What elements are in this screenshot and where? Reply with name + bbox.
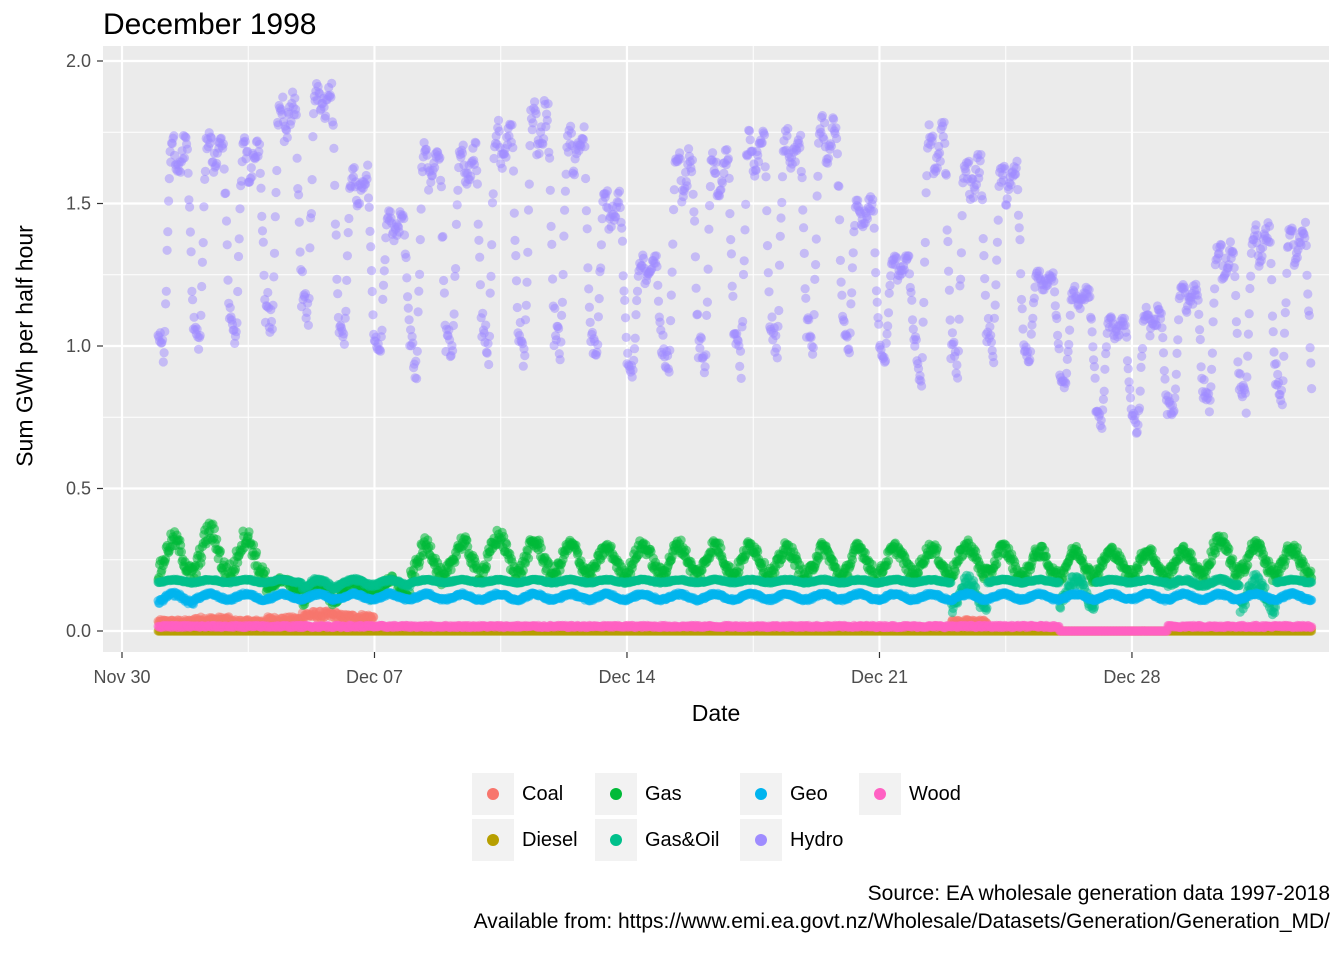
point-gas [426, 541, 436, 551]
point-gas [244, 527, 254, 537]
point-gas [463, 542, 473, 552]
point-gas [446, 565, 456, 575]
point-gas [176, 547, 186, 557]
point-gas [573, 548, 583, 558]
point-gas [1243, 560, 1253, 570]
point-gas [932, 543, 942, 553]
point-gas [536, 543, 546, 553]
point-gas [867, 559, 877, 569]
point-gas [523, 553, 534, 563]
point-gas [1224, 544, 1234, 554]
point-gas [251, 547, 262, 558]
point-gas [502, 539, 512, 550]
point-gas [191, 569, 201, 579]
point-gas [992, 559, 1002, 570]
point-gas [212, 534, 222, 544]
data-points [153, 78, 1317, 636]
point-gas [606, 541, 616, 551]
point-gas [481, 561, 492, 572]
point-gas [451, 551, 461, 561]
point-gas [215, 546, 225, 556]
point-gas [248, 540, 259, 550]
point-gas [716, 543, 726, 553]
point-gas [260, 566, 271, 576]
point-coal [369, 612, 379, 622]
point-gas [883, 556, 894, 566]
point-gas [197, 552, 207, 563]
point-gas [176, 540, 186, 550]
point-gas [681, 545, 691, 555]
point-gas [1134, 564, 1144, 575]
point-gas [950, 566, 961, 577]
point-gas [209, 524, 219, 534]
